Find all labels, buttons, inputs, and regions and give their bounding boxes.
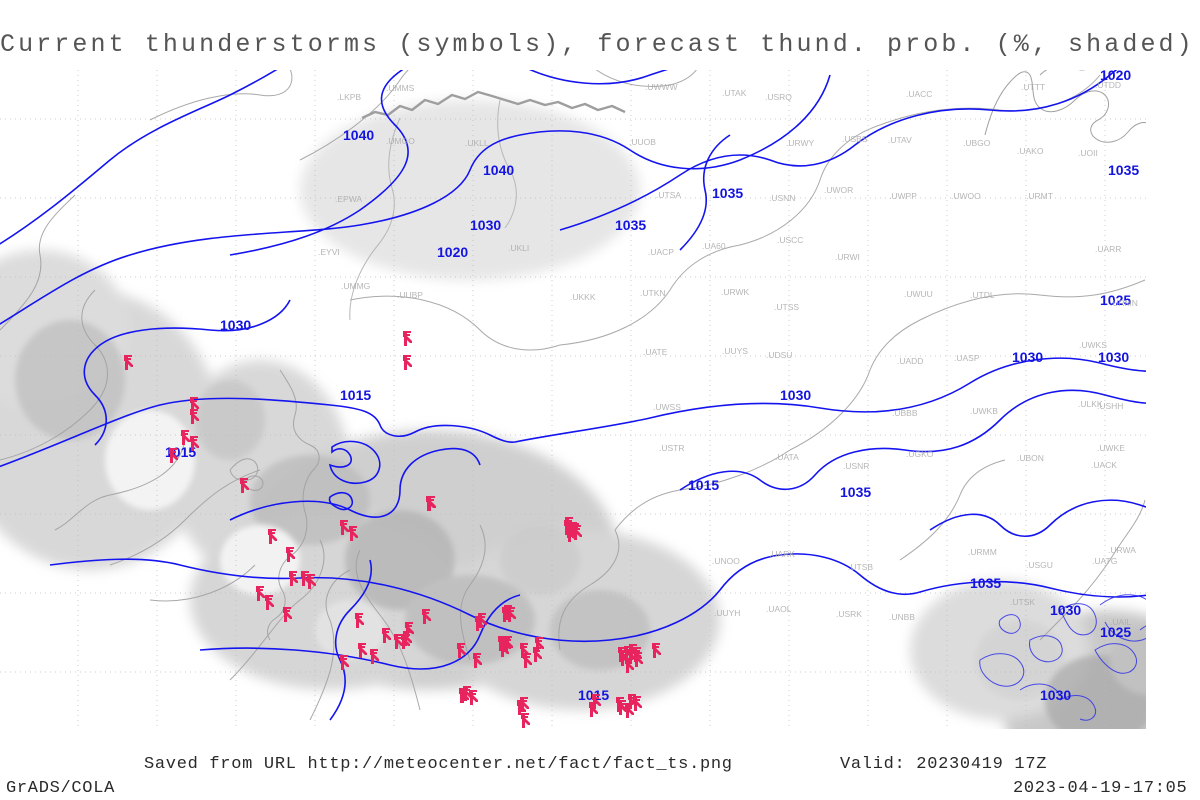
svg-text:.UATA: .UATA: [775, 452, 799, 462]
svg-text:.LKPB: .LKPB: [337, 92, 361, 102]
svg-text:.UWSS: .UWSS: [653, 402, 681, 412]
svg-text:.UARR: .UARR: [1095, 244, 1121, 254]
svg-text:.UOII: .UOII: [1078, 148, 1098, 158]
svg-text:1030: 1030: [1012, 349, 1043, 365]
svg-text:.USRK: .USRK: [836, 609, 862, 619]
svg-text:.UUYS: .UUYS: [722, 346, 748, 356]
svg-text:.UTTT: .UTTT: [1021, 82, 1045, 92]
svg-text:.EPWA: .EPWA: [335, 194, 362, 204]
svg-text:1015: 1015: [340, 387, 371, 403]
svg-text:1030: 1030: [780, 387, 811, 403]
svg-text:1035: 1035: [615, 217, 646, 233]
svg-text:1015: 1015: [688, 477, 719, 493]
svg-text:.EYVI: .EYVI: [318, 247, 340, 257]
svg-text:1035: 1035: [840, 484, 871, 500]
svg-text:.UWUU: .UWUU: [904, 289, 933, 299]
svg-text:.UTKN: .UTKN: [640, 288, 666, 298]
svg-text:.USRQ: .USRQ: [765, 92, 792, 102]
svg-text:.UACK: .UACK: [1091, 460, 1117, 470]
svg-text:.UKLL: .UKLL: [465, 138, 489, 148]
svg-text:.UBBB: .UBBB: [892, 408, 918, 418]
svg-text:.UGKO: .UGKO: [906, 449, 934, 459]
svg-text:.UWKB: .UWKB: [970, 406, 998, 416]
svg-text:.UTSS: .UTSS: [774, 302, 799, 312]
svg-text:.UUYH: .UUYH: [714, 608, 740, 618]
svg-text:.UNOO: .UNOO: [712, 556, 740, 566]
svg-text:.UAKO: .UAKO: [1017, 146, 1044, 156]
svg-text:.URMM: .URMM: [968, 547, 997, 557]
svg-text:.UTSB: .UTSB: [848, 562, 873, 572]
svg-text:.URWK: .URWK: [721, 287, 750, 297]
svg-text:.UARK: .UARK: [769, 549, 795, 559]
svg-text:.USGU: .USGU: [1026, 560, 1053, 570]
svg-text:.UUOB: .UUOB: [629, 137, 656, 147]
svg-text:.UTDD: .UTDD: [1095, 80, 1121, 90]
svg-text:.UMMS: .UMMS: [386, 83, 415, 93]
svg-text:.UMMG: .UMMG: [341, 281, 370, 291]
svg-text:1030: 1030: [1098, 349, 1129, 365]
svg-text:.UADD: .UADD: [897, 356, 923, 366]
svg-text:1035: 1035: [1108, 162, 1139, 178]
svg-text:.UACP: .UACP: [648, 247, 674, 257]
svg-text:.UKKK: .UKKK: [570, 292, 596, 302]
svg-text:.UWKE: .UWKE: [1097, 443, 1125, 453]
svg-text:.UBGO: .UBGO: [963, 138, 991, 148]
svg-text:.UAOL: .UAOL: [766, 604, 792, 614]
svg-text:.UTSK: .UTSK: [1010, 597, 1035, 607]
svg-text:.UMGO: .UMGO: [386, 136, 415, 146]
svg-text:.UBON: .UBON: [1017, 453, 1044, 463]
svg-text:1035: 1035: [970, 575, 1001, 591]
svg-text:.UNBB: .UNBB: [889, 612, 915, 622]
svg-text:1030: 1030: [1050, 602, 1081, 618]
svg-text:1030: 1030: [470, 217, 501, 233]
svg-text:.UASP: .UASP: [954, 353, 980, 363]
svg-text:.USTR: .USTR: [659, 443, 685, 453]
svg-text:.UWWW: .UWWW: [645, 82, 678, 92]
svg-text:1030: 1030: [220, 317, 251, 333]
svg-text:.USHH: .USHH: [1097, 401, 1123, 411]
svg-text:.UTDL: .UTDL: [970, 290, 995, 300]
svg-text:.UWOR: .UWOR: [824, 185, 853, 195]
svg-text:.USBS: .USBS: [842, 134, 868, 144]
svg-text:.URMN: .URMN: [1110, 298, 1138, 308]
svg-text:.UWOO: .UWOO: [951, 191, 981, 201]
svg-text:1040: 1040: [483, 162, 514, 178]
svg-text:.USNN: .USNN: [769, 193, 795, 203]
svg-text:.UWPP: .UWPP: [889, 191, 917, 201]
svg-text:.URWA: .URWA: [1108, 545, 1136, 555]
svg-text:1040: 1040: [343, 127, 374, 143]
svg-text:.UTAK: .UTAK: [722, 88, 747, 98]
svg-text:1035: 1035: [712, 185, 743, 201]
svg-text:.UAIL: .UAIL: [1110, 617, 1132, 627]
svg-text:1030: 1030: [1040, 687, 1071, 703]
svg-text:.UWKS: .UWKS: [1079, 340, 1107, 350]
svg-text:.UATG: .UATG: [1092, 556, 1117, 566]
svg-text:.USNR: .USNR: [843, 461, 869, 471]
svg-text:.UTAV: .UTAV: [888, 135, 912, 145]
svg-text:.URMT: .URMT: [1026, 191, 1053, 201]
svg-text:.UDSU: .UDSU: [766, 350, 792, 360]
svg-text:.UUBP: .UUBP: [397, 290, 423, 300]
svg-text:1020: 1020: [437, 244, 468, 260]
svg-text:.UTSA: .UTSA: [656, 190, 681, 200]
svg-text:.UACC: .UACC: [906, 89, 932, 99]
svg-text:.USCC: .USCC: [777, 235, 803, 245]
svg-text:.UA60: .UA60: [702, 241, 726, 251]
svg-text:.UATE: .UATE: [643, 347, 668, 357]
svg-text:.URWI: .URWI: [835, 252, 860, 262]
svg-text:.UKLI: .UKLI: [508, 243, 529, 253]
svg-text:.URWY: .URWY: [786, 138, 815, 148]
